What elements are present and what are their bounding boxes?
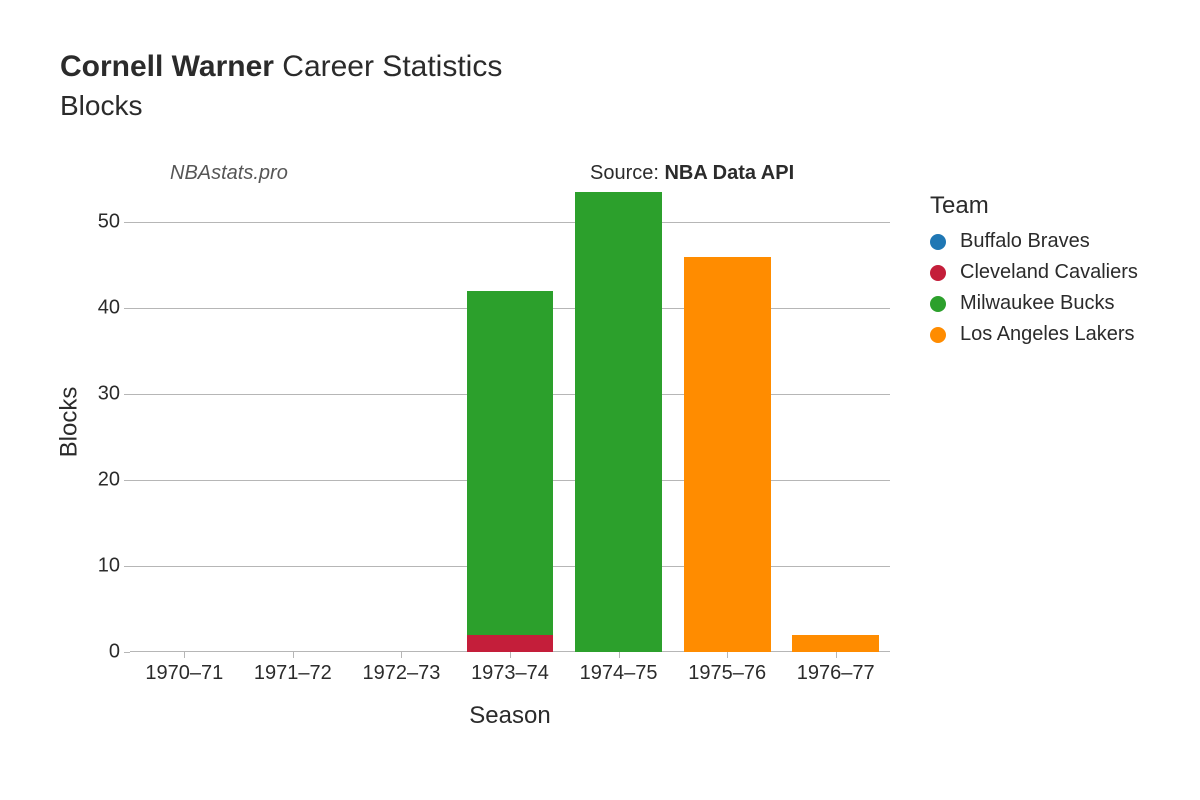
y-tick-mark [124,652,130,653]
legend-label: Buffalo Braves [960,230,1090,253]
gridline [130,222,890,223]
x-tick-mark [510,652,511,658]
bar-segment [575,192,662,652]
x-axis-label: Season [130,702,890,730]
source-name: NBA Data API [664,162,794,184]
title-player: Cornell Warner [60,50,274,83]
x-tick-mark [401,652,402,658]
legend-swatch [930,234,946,250]
legend: Team Buffalo Braves Cleveland Cavaliers Mi… [930,192,1170,354]
title-suffix: Career Statistics [274,50,502,83]
bar-stack [792,635,879,652]
x-tick-mark [836,652,837,658]
chart-container: Cornell Warner Career Statistics Blocks … [0,0,1200,800]
y-axis-label: Blocks [54,192,84,652]
legend-label: Los Angeles Lakers [960,323,1135,346]
bar-segment [792,635,879,652]
legend-title: Team [930,192,1170,220]
chart-wrap: NBAstats.pro Source: NBA Data API Blocks… [60,142,1140,752]
y-tick-mark [124,480,130,481]
y-tick-label: 40 [80,297,130,320]
y-tick-mark [124,566,130,567]
bar-stack [575,192,662,652]
legend-label: Milwaukee Bucks [960,292,1115,315]
bar-segment [467,635,554,652]
bar-stack [467,291,554,652]
source-prefix: Source: [590,162,664,184]
legend-item: Los Angeles Lakers [930,323,1170,346]
y-tick-mark [124,394,130,395]
legend-swatch [930,265,946,281]
legend-item: Cleveland Cavaliers [930,261,1170,284]
x-tick-mark [184,652,185,658]
chart-subtitle: Blocks [60,90,1140,122]
legend-item: Milwaukee Bucks [930,292,1170,315]
chart-title: Cornell Warner Career Statistics [60,50,1140,84]
source-attribution: Source: NBA Data API [590,162,794,185]
x-tick-mark [619,652,620,658]
y-tick-mark [124,308,130,309]
x-tick-mark [727,652,728,658]
x-tick-mark [293,652,294,658]
bar-stack [684,257,771,653]
y-axis-label-text: Blocks [55,387,83,458]
y-tick-label: 10 [80,555,130,578]
bar-segment [684,257,771,653]
legend-label: Cleveland Cavaliers [960,261,1138,284]
y-tick-label: 0 [80,641,130,664]
y-tick-label: 50 [80,211,130,234]
legend-swatch [930,327,946,343]
legend-swatch [930,296,946,312]
y-tick-label: 30 [80,383,130,406]
y-tick-label: 20 [80,469,130,492]
watermark: NBAstats.pro [170,162,288,185]
y-tick-mark [124,222,130,223]
bar-segment [467,291,554,635]
plot-area: 010203040501970–711971–721972–731973–741… [130,192,890,652]
legend-item: Buffalo Braves [930,230,1170,253]
